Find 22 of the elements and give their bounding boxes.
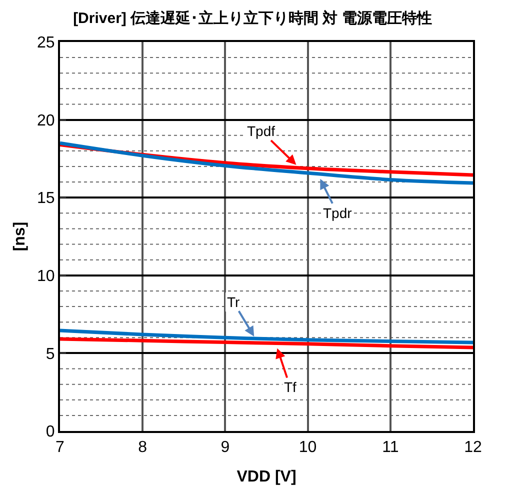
- line-series: [60, 328, 473, 344]
- annotation: Tpdf: [247, 123, 276, 139]
- x-tick-label: 9: [220, 439, 230, 456]
- x-tick-label: 11: [382, 439, 399, 456]
- x-tick-label: 7: [56, 439, 65, 456]
- annotation: Tr: [227, 294, 240, 310]
- y-tick-label: 25: [37, 34, 55, 52]
- x-tick-label: 8: [138, 439, 148, 456]
- x-tick-label: 12: [464, 439, 482, 456]
- annotation: Tf: [284, 379, 297, 395]
- y-axis-title: [ns]: [11, 222, 28, 252]
- y-tick-label: 0: [46, 424, 55, 441]
- chart-title: [Driver] 伝達遅延･立上り立下り時間 対 電源電圧特性: [73, 8, 432, 27]
- line-series: [60, 141, 473, 185]
- y-tick-label: 15: [37, 190, 55, 208]
- line-series: [60, 337, 473, 350]
- annotation: Tpdr: [323, 205, 352, 221]
- y-tick-label: 20: [37, 112, 55, 130]
- y-tick-label: 10: [37, 268, 55, 285]
- x-tick-label: 10: [298, 439, 317, 456]
- x-axis-title: VDD [V]: [236, 468, 296, 486]
- y-tick-label: 5: [46, 346, 55, 363]
